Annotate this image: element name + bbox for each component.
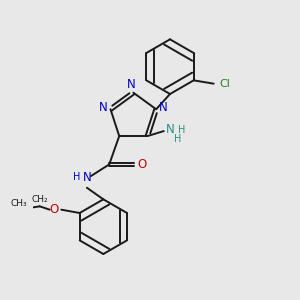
Text: N: N bbox=[165, 123, 174, 136]
Text: H: H bbox=[174, 134, 182, 144]
Text: N: N bbox=[127, 78, 136, 91]
Text: H: H bbox=[178, 125, 186, 135]
Text: CH₂: CH₂ bbox=[31, 195, 48, 204]
Text: N: N bbox=[82, 171, 91, 184]
Text: N: N bbox=[159, 101, 168, 114]
Text: O: O bbox=[50, 203, 58, 216]
Text: N: N bbox=[99, 101, 107, 114]
Text: CH₃: CH₃ bbox=[11, 199, 27, 208]
Text: H: H bbox=[73, 172, 81, 182]
Text: O: O bbox=[137, 158, 146, 171]
Text: Cl: Cl bbox=[219, 79, 230, 89]
